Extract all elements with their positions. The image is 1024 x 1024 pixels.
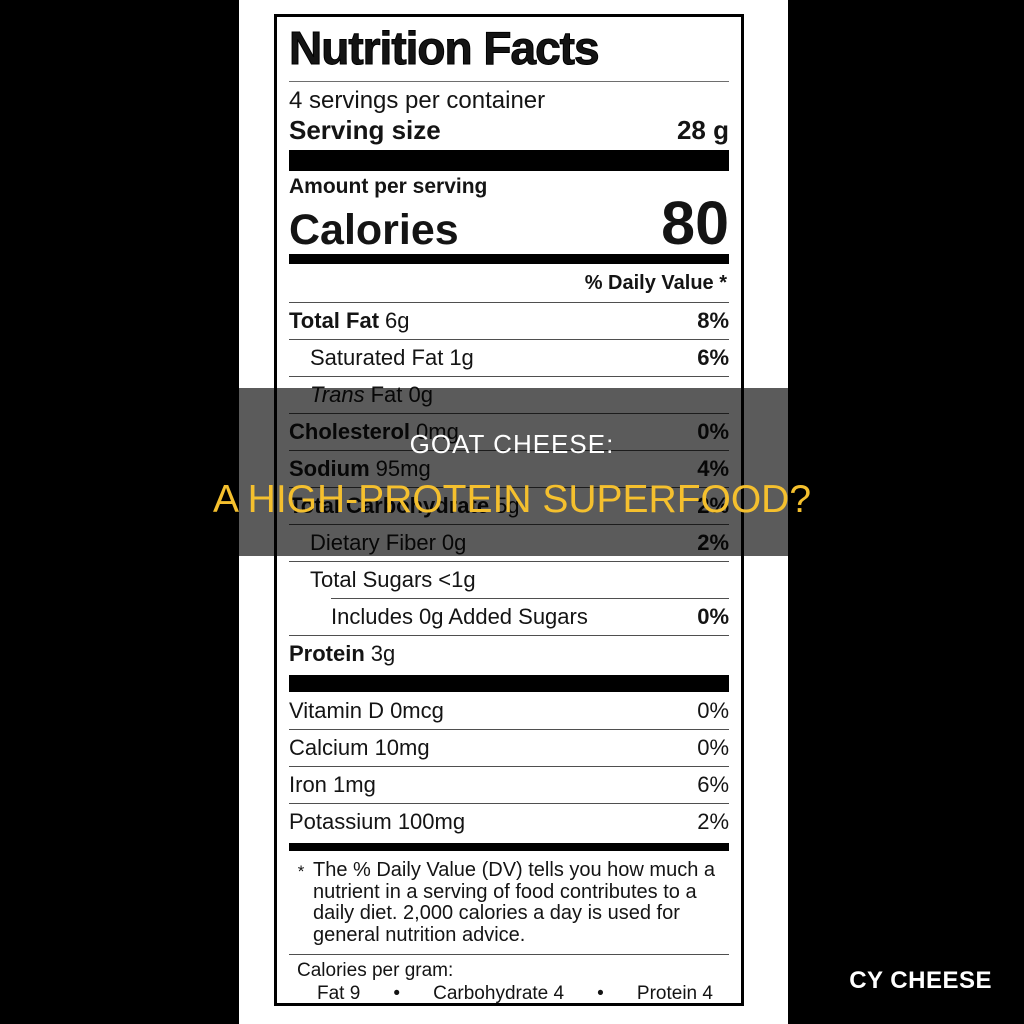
- banner-title-line1: GOAT CHEESE:: [409, 429, 615, 460]
- nutrient-dv: 6%: [697, 345, 729, 371]
- nutrient-name: Total Fat: [289, 308, 380, 334]
- nutrient-dv: 0%: [697, 604, 729, 630]
- divider-thin: [289, 80, 729, 82]
- footnote-text: The % Daily Value (DV) tells you how muc…: [313, 859, 716, 946]
- amount-per-serving: Amount per serving: [289, 175, 488, 199]
- vitamin-dv: 0%: [697, 735, 729, 761]
- vitamin-row-potassium: Potassium 100mg 2%: [289, 803, 729, 840]
- nutrient-amount: 3g: [370, 641, 396, 667]
- title-banner-overlay: GOAT CHEESE: A HIGH-PROTEIN SUPERFOOD?: [0, 388, 1024, 556]
- footnote-asterisk: *: [297, 862, 305, 882]
- vitamin-name: Potassium 100mg: [289, 809, 466, 835]
- serving-size-row: Serving size 28 g: [289, 115, 729, 146]
- label-title: Nutrition Facts: [289, 22, 601, 74]
- banner-title-line2: A HIGH-PROTEIN SUPERFOOD?: [212, 477, 812, 521]
- cpg-fat: Fat 9: [317, 982, 361, 1004]
- divider-bar-thin: [289, 843, 729, 852]
- channel-watermark: CY CHEESE: [849, 967, 992, 994]
- cpg-bullet: •: [393, 982, 401, 1004]
- vitamin-row-iron: Iron 1mg 6%: [289, 766, 729, 803]
- calories-label: Calories: [289, 206, 459, 255]
- daily-value-footnote: * The % Daily Value (DV) tells you how m…: [289, 851, 729, 946]
- nutrient-row-protein: Protein 3g: [289, 635, 729, 672]
- daily-value-header: % Daily Value *: [584, 272, 727, 295]
- divider-bar-thick: [289, 675, 729, 693]
- vitamin-name: Vitamin D 0mcg: [289, 698, 444, 724]
- nutrient-amount: 1g: [449, 345, 474, 371]
- nutrient-row-total-fat: Total Fat 6g 8%: [289, 302, 729, 339]
- cpg-protein: Protein 4: [636, 982, 713, 1004]
- divider-bar-thick: [289, 150, 729, 172]
- nutrient-row-added-sugars: Includes 0g Added Sugars 0%: [289, 598, 729, 635]
- nutrient-row-total-sugars: Total Sugars <1g: [289, 561, 729, 598]
- divider-bar-medium: [289, 254, 729, 265]
- vitamin-row-calcium: Calcium 10mg 0%: [289, 729, 729, 766]
- cpg-bullet: •: [597, 982, 604, 1004]
- nutrient-name: Total Sugars: [310, 567, 433, 593]
- nutrient-amount: <1g: [438, 567, 476, 593]
- nutrient-name: Includes 0g Added Sugars: [331, 604, 588, 630]
- nutrient-amount: 6g: [385, 308, 410, 334]
- serving-size-label: Serving size: [289, 115, 441, 146]
- calories-per-gram-title: Calories per gram:: [297, 959, 454, 981]
- vitamin-row-vitamin-d: Vitamin D 0mcg 0%: [289, 692, 729, 729]
- vitamin-dv: 0%: [697, 698, 729, 724]
- nutrient-dv: 8%: [697, 308, 729, 334]
- vitamin-dv: 2%: [697, 809, 729, 835]
- nutrient-row-saturated-fat: Saturated Fat 1g 6%: [289, 339, 729, 376]
- calories-per-gram-row: Fat 9 • Carbohydrate 4 • Protein 4: [289, 982, 729, 1004]
- cpg-carbohydrate: Carbohydrate 4: [433, 982, 565, 1004]
- servings-per-container: 4 servings per container: [289, 86, 546, 114]
- vitamin-name: Iron 1mg: [289, 772, 376, 798]
- vitamin-dv: 6%: [697, 772, 729, 798]
- nutrient-name: Protein: [289, 641, 365, 667]
- nutrient-name: Saturated Fat: [310, 345, 444, 371]
- calories-row: Calories 80: [289, 189, 729, 258]
- calories-value: 80: [661, 189, 729, 258]
- vitamin-name: Calcium 10mg: [289, 735, 430, 761]
- serving-size-value: 28 g: [676, 115, 729, 146]
- divider-thin: [289, 953, 729, 955]
